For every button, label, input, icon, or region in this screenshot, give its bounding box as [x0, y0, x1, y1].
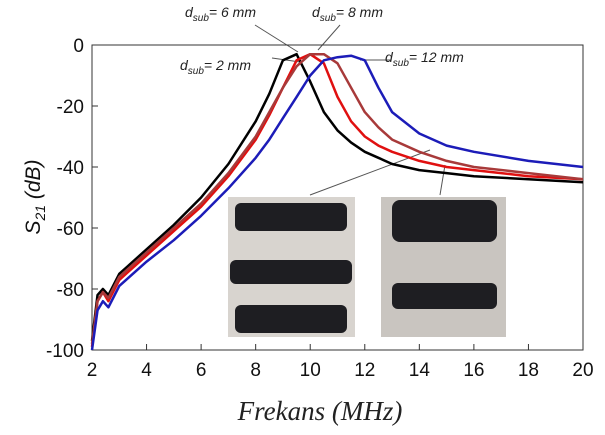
series-line — [90, 54, 584, 351]
annotation-sub: sub — [188, 66, 205, 77]
x-tick-label: 6 — [196, 360, 207, 381]
x-tick-label: 18 — [518, 360, 539, 381]
y-label-rest: (dB) — [22, 159, 45, 205]
x-axis-label: Frekans (MHz) — [237, 396, 403, 426]
arrow — [309, 149, 431, 196]
x-tick-label: 20 — [572, 360, 593, 381]
series-line — [90, 52, 584, 348]
series-line — [90, 52, 584, 342]
x-tick-label: 8 — [250, 360, 261, 381]
annotation: dsub= 12 mm — [385, 49, 464, 69]
y-tick-label: -40 — [57, 158, 84, 179]
y-axis-label: S21 (dB) — [22, 159, 48, 234]
annotation-base: d — [180, 57, 189, 73]
y-label-base: S — [22, 221, 45, 235]
x-tick-label: 16 — [463, 360, 484, 381]
annotation: dsub= 2 mm — [180, 57, 251, 77]
arrow — [317, 24, 341, 51]
x-tick-label: 4 — [141, 360, 152, 381]
x-tick-label: 10 — [300, 360, 321, 381]
photo-shape — [235, 305, 347, 333]
x-tick-label: 2 — [87, 360, 98, 381]
annotation: dsub= 6 mm — [185, 4, 256, 24]
annotation-text: = 12 mm — [409, 49, 464, 65]
photo-shape — [392, 200, 497, 242]
annotation-sub: sub — [193, 13, 210, 24]
arrow — [254, 24, 299, 53]
x-tick-label: 14 — [409, 360, 431, 381]
x-tick-label: 12 — [354, 360, 375, 381]
photo-shape — [235, 203, 347, 231]
photo-shape — [230, 260, 352, 284]
annotation-base: d — [185, 4, 194, 20]
annotation-sub: sub — [320, 13, 337, 24]
y-label-sub: 21 — [32, 205, 48, 222]
series-line — [90, 52, 584, 345]
annotation-sub: sub — [393, 58, 410, 69]
annotation-text: = 6 mm — [209, 4, 256, 20]
annotation-text: = 2 mm — [204, 57, 251, 73]
y-tick-label: 0 — [73, 36, 84, 57]
y-tick-label: -20 — [57, 97, 84, 118]
y-tick-label: -100 — [46, 341, 84, 362]
annotation-base: d — [312, 4, 321, 20]
y-tick-label: -60 — [57, 219, 84, 240]
annotation: dsub= 8 mm — [312, 4, 383, 24]
inset-photos — [228, 197, 506, 337]
plot-frame — [91, 44, 584, 351]
annotation-text: = 8 mm — [336, 4, 383, 20]
arrow — [439, 164, 446, 196]
y-tick-label: -80 — [57, 280, 84, 301]
photo-shape — [392, 283, 497, 309]
annotation-base: d — [385, 49, 394, 65]
